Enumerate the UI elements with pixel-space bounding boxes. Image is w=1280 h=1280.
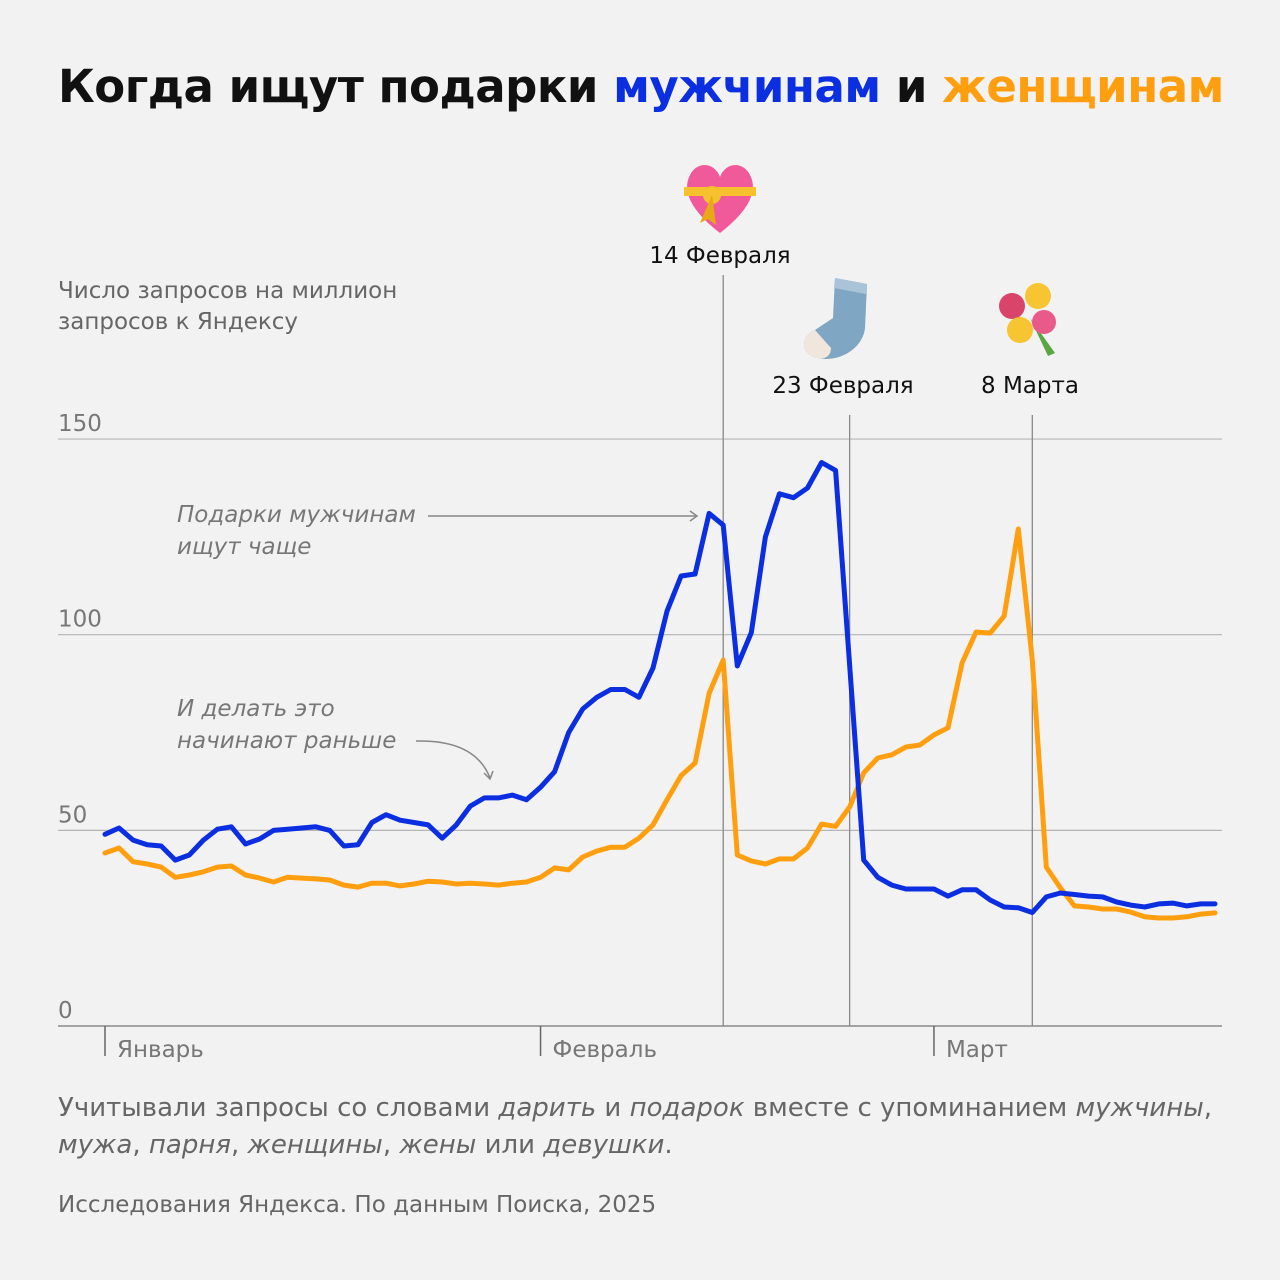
title-women: женщинам (942, 60, 1224, 113)
series-line-men (102, 460, 1218, 915)
note-keyword: парня (148, 1130, 231, 1160)
page-title: Когда ищут подарки мужчинам и женщинам (58, 60, 1224, 113)
flower (1032, 310, 1056, 334)
annotation-text: ищут чаще (177, 534, 311, 560)
y-tick-label: 150 (58, 411, 102, 437)
note-text: , (1203, 1093, 1212, 1123)
note-keyword: девушки (543, 1130, 665, 1160)
x-tick-label: Январь (117, 1037, 204, 1063)
title-men: мужчинам (613, 60, 881, 113)
note-text: и (596, 1093, 630, 1123)
annotation-text: начинают раньше (177, 728, 396, 754)
arrow-head-icon (483, 770, 494, 781)
y-axis-label: Число запросов на миллион запросов к Янд… (58, 278, 398, 335)
flower (1025, 283, 1051, 309)
ribbon-tail (700, 195, 716, 225)
note-keyword: подарок (629, 1093, 745, 1123)
title-text: Когда ищут подарки (58, 60, 614, 113)
note-keyword: мужа (58, 1130, 133, 1160)
x-tick-label: Февраль (553, 1037, 657, 1063)
sock-toe (803, 330, 831, 359)
sock-icon (803, 278, 867, 359)
event-label: 23 Февраля (772, 373, 913, 399)
note-keyword: женщины (247, 1130, 383, 1160)
arrow-head-icon (689, 510, 699, 522)
note-text: , (382, 1130, 400, 1160)
note-text: или (476, 1130, 544, 1160)
annotation-arrow (415, 740, 491, 779)
flower (999, 293, 1025, 319)
event-label: 14 Февраля (649, 243, 790, 269)
source-text: Исследования Яндекса. По данным Поиска, … (58, 1192, 657, 1218)
note-keyword: жены (399, 1130, 477, 1160)
methodology-note: Учитывали запросы со словами дарить и по… (58, 1090, 1218, 1164)
flower (1007, 317, 1033, 343)
note-keyword: мужчины (1075, 1093, 1204, 1123)
note-text: . (664, 1130, 673, 1160)
y-tick-label: 100 (58, 607, 102, 633)
event-label: 8 Марта (981, 373, 1079, 399)
bouquet-icon (999, 283, 1056, 356)
heart-with-ribbon-icon (684, 165, 756, 233)
note-text: Учитывали запросы со словами (58, 1093, 499, 1123)
x-tick-label: Март (946, 1037, 1008, 1063)
note-text: вместе с упоминанием (744, 1093, 1076, 1123)
series-line-women (102, 526, 1218, 921)
annotation-text: И делать это (177, 696, 335, 722)
y-tick-label: 0 (58, 998, 73, 1024)
note-text: , (132, 1130, 149, 1160)
note-keyword: дарить (498, 1093, 597, 1123)
y-tick-label: 50 (58, 802, 87, 828)
note-text: , (230, 1130, 248, 1160)
title-text: и (880, 60, 943, 113)
sock-cuff (834, 278, 867, 294)
annotation-text: Подарки мужчинам (177, 502, 416, 528)
